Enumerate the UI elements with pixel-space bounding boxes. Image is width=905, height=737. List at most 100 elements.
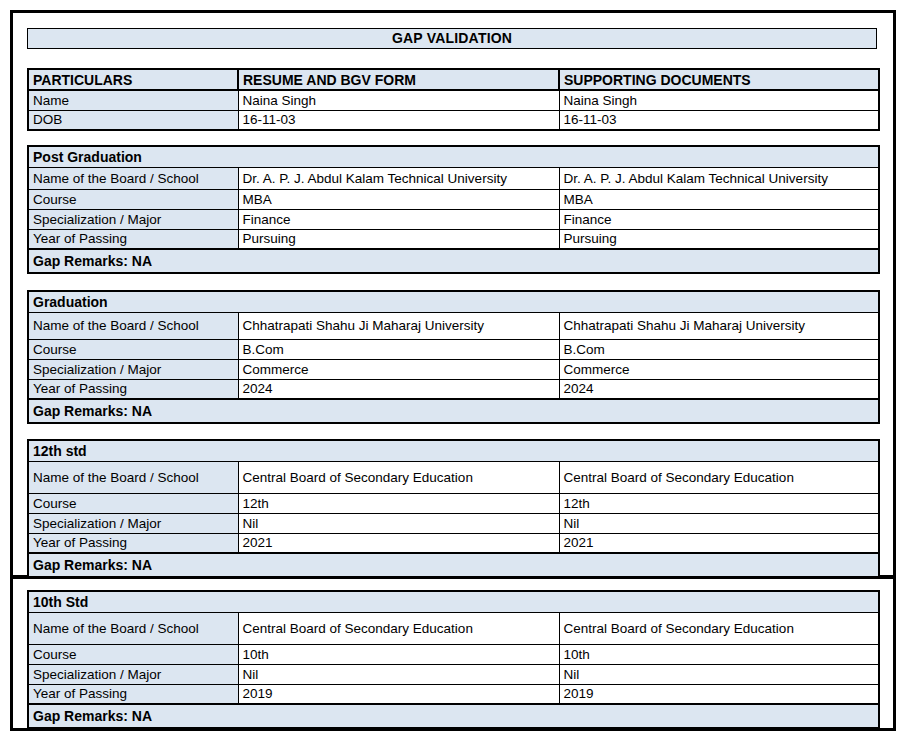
document-title-bar: GAP VALIDATION	[27, 28, 877, 49]
section-header-row: 10th Std	[28, 591, 879, 612]
row-label: Year of Passing	[28, 684, 238, 704]
section-header-row: Graduation	[28, 291, 879, 312]
cell-value: Nil	[559, 664, 879, 684]
section-title: Post Graduation	[28, 146, 879, 167]
table-row-course: Course 12th 12th	[28, 493, 879, 513]
gap-remarks: Gap Remarks: NA	[28, 704, 879, 728]
table-row-specialization: Specialization / Major Commerce Commerce	[28, 359, 879, 379]
table-row-course: Course 10th 10th	[28, 644, 879, 664]
cell-value: 2024	[238, 379, 559, 399]
row-label: Specialization / Major	[28, 359, 238, 379]
cell-value: Nil	[559, 513, 879, 533]
cell-value: 10th	[559, 644, 879, 664]
gap-remarks: Gap Remarks: NA	[28, 553, 879, 577]
row-label: Year of Passing	[28, 379, 238, 399]
row-label: Specialization / Major	[28, 209, 238, 229]
table-row-year: Year of Passing 2019 2019	[28, 684, 879, 704]
table-row-board: Name of the Board / School Central Board…	[28, 461, 879, 493]
cell-value: Naina Singh	[238, 90, 559, 110]
particulars-header-row: PARTICULARS RESUME AND BGV FORM SUPPORTI…	[28, 69, 879, 90]
cell-value: B.Com	[559, 339, 879, 359]
row-label: Specialization / Major	[28, 513, 238, 533]
row-label: Course	[28, 189, 238, 209]
cell-value: MBA	[238, 189, 559, 209]
cell-value: Central Board of Secondary Education	[238, 461, 559, 493]
section-title: Graduation	[28, 291, 879, 312]
cell-value: Central Board of Secondary Education	[238, 612, 559, 644]
cell-value: 10th	[238, 644, 559, 664]
table-row-course: Course B.Com B.Com	[28, 339, 879, 359]
cell-value: Finance	[238, 209, 559, 229]
cell-value: Nil	[238, 664, 559, 684]
section-title: 12th std	[28, 440, 879, 461]
gap-remarks: Gap Remarks: NA	[28, 249, 879, 273]
row-label: Name of the Board / School	[28, 461, 238, 493]
cell-value: 12th	[238, 493, 559, 513]
cell-value: Pursuing	[559, 229, 879, 249]
row-label: Course	[28, 644, 238, 664]
cell-value: 2024	[559, 379, 879, 399]
cell-value: Chhatrapati Shahu Ji Maharaj University	[238, 312, 559, 339]
section-title: 10th Std	[28, 591, 879, 612]
row-label: Year of Passing	[28, 533, 238, 553]
table-row-dob: DOB 16-11-03 16-11-03	[28, 110, 879, 130]
table-row-specialization: Specialization / Major Finance Finance	[28, 209, 879, 229]
table-row-board: Name of the Board / School Central Board…	[28, 612, 879, 644]
cell-value: MBA	[559, 189, 879, 209]
gap-remarks-row: Gap Remarks: NA	[28, 553, 879, 577]
column-header-resume-bgv: RESUME AND BGV FORM	[238, 69, 559, 90]
cell-value: Central Board of Secondary Education	[559, 461, 879, 493]
row-label: Name of the Board / School	[28, 167, 238, 189]
gap-remarks-row: Gap Remarks: NA	[28, 399, 879, 423]
cell-value: B.Com	[238, 339, 559, 359]
row-label: Name	[28, 90, 238, 110]
table-row-course: Course MBA MBA	[28, 189, 879, 209]
cell-value: 12th	[559, 493, 879, 513]
section-post-graduation: Post Graduation Name of the Board / Scho…	[27, 145, 880, 274]
row-label: Name of the Board / School	[28, 612, 238, 644]
gap-remarks-row: Gap Remarks: NA	[28, 249, 879, 273]
section-graduation: Graduation Name of the Board / School Ch…	[27, 290, 880, 424]
cell-value: Chhatrapati Shahu Ji Maharaj University	[559, 312, 879, 339]
page-frame-lower: 10th Std Name of the Board / School Cent…	[10, 579, 896, 731]
cell-value: Nil	[238, 513, 559, 533]
row-label: Year of Passing	[28, 229, 238, 249]
section-12th-std: 12th std Name of the Board / School Cent…	[27, 439, 880, 578]
cell-value: 16-11-03	[238, 110, 559, 130]
section-10th-std: 10th Std Name of the Board / School Cent…	[27, 590, 880, 729]
table-row-year: Year of Passing 2024 2024	[28, 379, 879, 399]
cell-value: Dr. A. P. J. Abdul Kalam Technical Unive…	[559, 167, 879, 189]
table-row-year: Year of Passing 2021 2021	[28, 533, 879, 553]
cell-value: 2021	[559, 533, 879, 553]
section-header-row: Post Graduation	[28, 146, 879, 167]
table-row-year: Year of Passing Pursuing Pursuing	[28, 229, 879, 249]
particulars-table: PARTICULARS RESUME AND BGV FORM SUPPORTI…	[27, 68, 880, 131]
row-label: Course	[28, 493, 238, 513]
page-frame-upper: GAP VALIDATION PARTICULARS RESUME AND BG…	[10, 10, 896, 579]
column-header-supporting-docs: SUPPORTING DOCUMENTS	[559, 69, 879, 90]
table-row-specialization: Specialization / Major Nil Nil	[28, 664, 879, 684]
cell-value: Commerce	[238, 359, 559, 379]
cell-value: Finance	[559, 209, 879, 229]
table-row-board: Name of the Board / School Chhatrapati S…	[28, 312, 879, 339]
cell-value: Commerce	[559, 359, 879, 379]
cell-value: Pursuing	[238, 229, 559, 249]
table-row-board: Name of the Board / School Dr. A. P. J. …	[28, 167, 879, 189]
column-header-particulars: PARTICULARS	[28, 69, 238, 90]
row-label: Course	[28, 339, 238, 359]
cell-value: 2021	[238, 533, 559, 553]
cell-value: Naina Singh	[559, 90, 879, 110]
table-row-specialization: Specialization / Major Nil Nil	[28, 513, 879, 533]
section-header-row: 12th std	[28, 440, 879, 461]
cell-value: Dr. A. P. J. Abdul Kalam Technical Unive…	[238, 167, 559, 189]
gap-remarks-row: Gap Remarks: NA	[28, 704, 879, 728]
row-label: Specialization / Major	[28, 664, 238, 684]
gap-remarks: Gap Remarks: NA	[28, 399, 879, 423]
cell-value: 16-11-03	[559, 110, 879, 130]
row-label: DOB	[28, 110, 238, 130]
table-row-name: Name Naina Singh Naina Singh	[28, 90, 879, 110]
cell-value: Central Board of Secondary Education	[559, 612, 879, 644]
cell-value: 2019	[559, 684, 879, 704]
row-label: Name of the Board / School	[28, 312, 238, 339]
cell-value: 2019	[238, 684, 559, 704]
